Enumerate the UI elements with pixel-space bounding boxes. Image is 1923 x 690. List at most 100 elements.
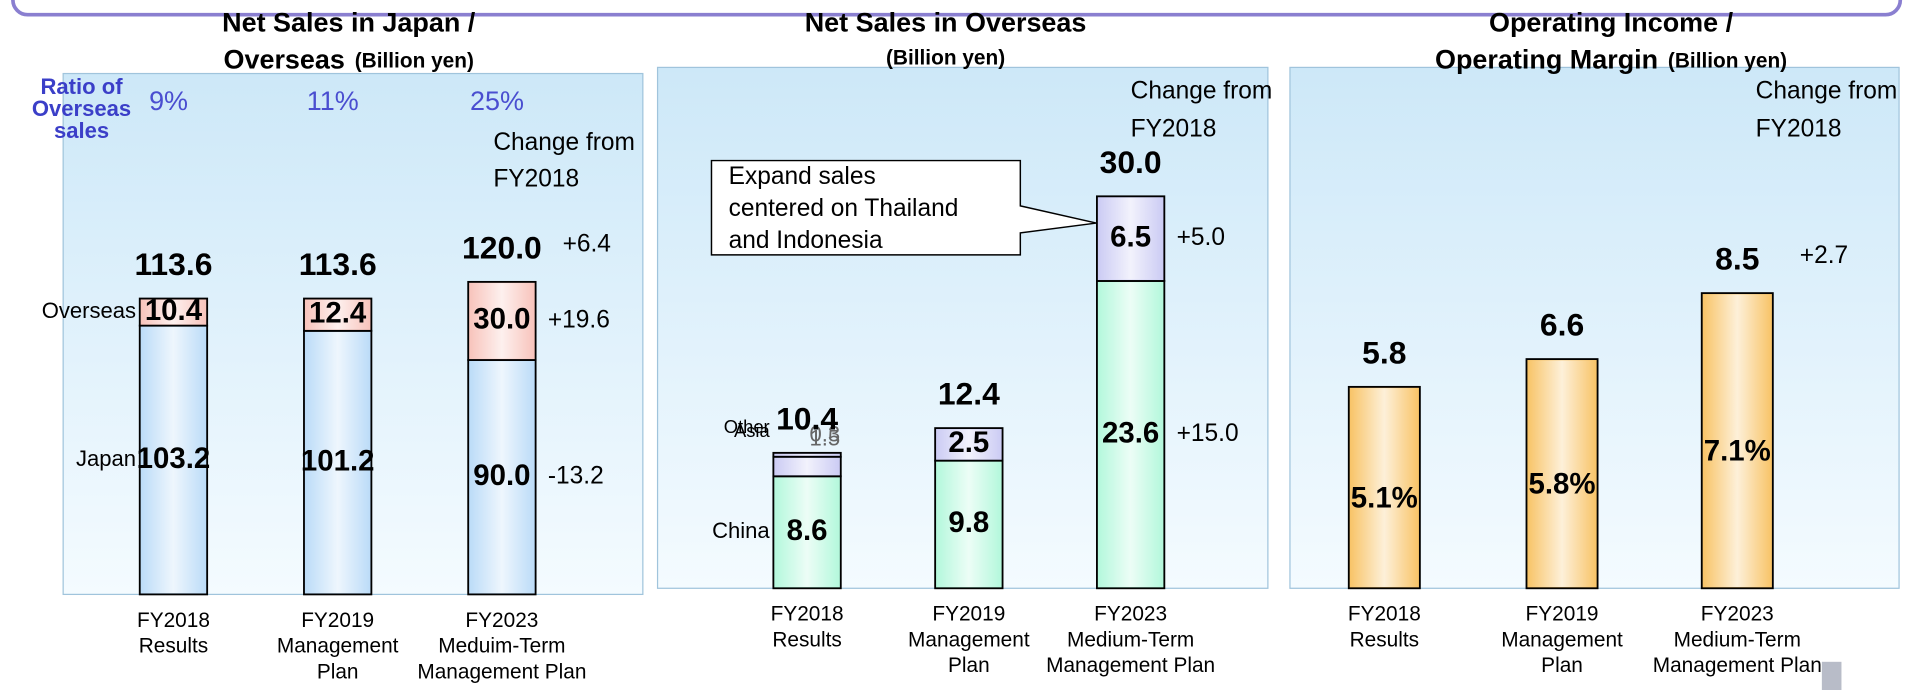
bar-shine <box>1098 197 1164 280</box>
x-tick-label: Management <box>277 635 399 658</box>
ratio-value: 11% <box>307 86 359 116</box>
value-label: 9.8 <box>948 506 989 539</box>
series-label: China <box>712 518 770 543</box>
chart-title: Operating Income / <box>1489 8 1734 38</box>
total-label: 10.4 <box>776 400 838 436</box>
change-label: +6.4 <box>563 231 611 258</box>
change-header: Change from <box>493 129 635 156</box>
chart-title-line: Operating Income / <box>1489 8 1734 38</box>
annotation: and Indonesia <box>729 227 883 254</box>
bar-shine <box>1098 282 1164 588</box>
x-tick-label: FY2018 <box>1348 603 1421 626</box>
ratio-label: Overseas <box>32 96 131 121</box>
chart-unit: (Billion yen) <box>355 49 474 72</box>
change-label: +15.0 <box>1177 420 1239 447</box>
change-header: Change from <box>1131 77 1273 104</box>
margin-label: 5.1% <box>1351 482 1418 515</box>
total-label: 113.6 <box>299 246 377 282</box>
value-label: 30.0 <box>473 303 530 336</box>
x-tick-label: FY2023 <box>1094 603 1167 626</box>
total-label: 30.0 <box>1100 144 1162 180</box>
chart-title: Net Sales in Japan / <box>222 8 476 38</box>
bar-shine <box>1527 360 1597 588</box>
x-tick-label: Results <box>772 628 841 651</box>
bar-shine <box>936 429 1002 460</box>
bar-shine <box>305 299 371 330</box>
x-tick-label: Management <box>1501 628 1623 651</box>
x-tick-label: FY2019 <box>301 609 374 632</box>
margin-label: 5.8% <box>1529 468 1596 501</box>
value-label: 8.6 <box>787 514 828 547</box>
header-banner <box>11 0 1903 17</box>
series-label: Japan <box>76 446 136 471</box>
chart-unit: (Billion yen) <box>1668 49 1787 72</box>
ratio-value: 9% <box>149 86 188 116</box>
change-header: Change from <box>1756 77 1898 104</box>
bar-shine <box>140 326 206 594</box>
bar-shine <box>469 283 535 359</box>
x-tick-label: Management Plan <box>1046 654 1215 677</box>
x-tick-label: Plan <box>317 660 359 683</box>
bar-shine <box>305 332 371 594</box>
x-tick-label: Management Plan <box>1653 654 1822 677</box>
value-label: 2.5 <box>948 426 989 459</box>
x-tick-label: Plan <box>1541 654 1583 677</box>
total-label: 8.5 <box>1715 241 1759 277</box>
x-tick-label: Plan <box>948 654 990 677</box>
value-label: 1.5 <box>810 425 841 450</box>
margin-label: 7.1% <box>1704 435 1771 468</box>
total-label: 113.6 <box>134 246 212 282</box>
chart-title-line: Net Sales in Japan / <box>222 8 476 38</box>
x-tick-label: Medium-Term <box>1067 628 1194 651</box>
value-label: 10.4 <box>145 294 203 327</box>
x-tick-label: FY2019 <box>1526 603 1599 626</box>
bar-shine <box>469 361 535 594</box>
x-tick-label: FY2018 <box>137 609 210 632</box>
value-label: 103.2 <box>137 442 211 475</box>
series-label: Other <box>724 416 770 437</box>
x-tick-label: Medium-Term <box>1674 628 1801 651</box>
value-label: 90.0 <box>473 459 530 492</box>
change-label: -13.2 <box>548 463 604 490</box>
x-tick-label: Results <box>1350 628 1419 651</box>
x-tick-label: FY2023 <box>1701 603 1774 626</box>
bar-shine <box>140 299 206 325</box>
x-tick-label: FY2018 <box>771 603 844 626</box>
bar-shine <box>936 461 1002 588</box>
value-label: 101.2 <box>301 444 375 477</box>
change-header: FY2018 <box>1756 115 1842 142</box>
x-tick-label: FY2019 <box>932 603 1005 626</box>
ratio-value: 25% <box>470 86 524 116</box>
chart-title: Overseas (Billion yen) <box>224 44 474 74</box>
total-label: 6.6 <box>1540 307 1584 343</box>
change-header: FY2018 <box>493 166 579 193</box>
total-label: 12.4 <box>938 376 1000 412</box>
total-label: 120.0 <box>462 229 542 265</box>
x-tick-label: Results <box>139 635 208 658</box>
chart-title: Net Sales in Overseas <box>805 8 1087 38</box>
change-label: +19.6 <box>548 306 610 333</box>
series-label: Asia <box>734 420 771 441</box>
chart-title: Operating Margin (Billion yen) <box>1435 44 1787 74</box>
x-tick-label: Management <box>908 628 1030 651</box>
ratio-label: sales <box>54 118 109 143</box>
chart-title-line: Overseas <box>224 44 345 74</box>
total-label: 5.8 <box>1362 334 1406 370</box>
annotation: centered on Thailand <box>729 195 959 222</box>
change-label: +5.0 <box>1177 224 1225 251</box>
bar-shine <box>774 454 840 456</box>
series-label: Overseas <box>42 298 136 323</box>
chart-unit: (Billion yen) <box>886 46 1005 69</box>
x-tick-label: Meduim-Term <box>438 635 565 658</box>
chart-title-line: Operating Margin <box>1435 44 1658 74</box>
value-label: 23.6 <box>1102 416 1159 449</box>
change-label: +2.7 <box>1800 242 1848 269</box>
x-tick-label: FY2023 <box>465 609 538 632</box>
chart-title-line: Net Sales in Overseas <box>805 8 1087 38</box>
scroll-marker <box>1821 661 1842 690</box>
value-label: 12.4 <box>309 296 367 329</box>
bar-shine <box>774 477 840 588</box>
value-label: 0.3 <box>810 422 841 447</box>
